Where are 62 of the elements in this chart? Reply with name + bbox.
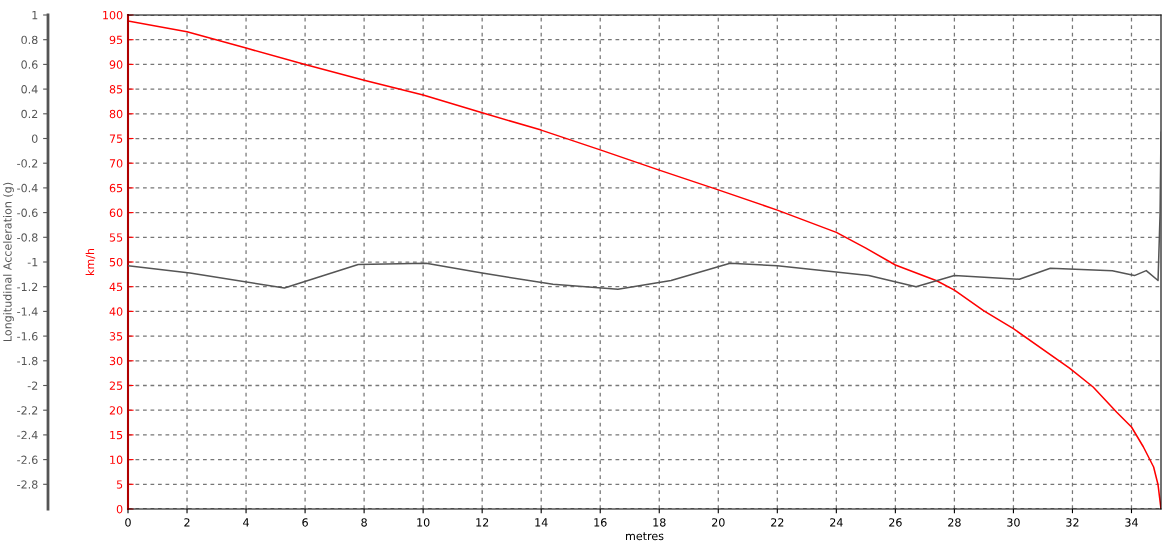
y2-tick-label: -0.4: [17, 183, 38, 193]
y-tick-label: 35: [109, 332, 123, 341]
x-tick-label: 8: [361, 518, 367, 527]
y2-tick-label: -2.4: [17, 430, 38, 440]
y2-tick-label: 0.8: [21, 35, 38, 45]
x-tick-label: 0: [125, 518, 131, 527]
y2-tick-label: -1: [27, 258, 38, 267]
y2-tick-label: -0.2: [17, 159, 38, 168]
y2-axis-title: Longitudinal Acceleration (g): [3, 182, 14, 342]
x-tick-label: 2: [184, 518, 190, 527]
y-tick-label: 100: [103, 10, 123, 20]
x-tick-label: 26: [889, 518, 902, 527]
y-tick-label: 25: [109, 381, 123, 390]
y-tick-label: 55: [109, 233, 123, 242]
y-tick-label: 0: [116, 504, 123, 514]
x-tick-label: 18: [653, 518, 666, 527]
y2-tick-label: -0.8: [17, 233, 38, 242]
y-tick-label: 40: [109, 307, 123, 316]
y2-tick-label: 0.2: [21, 109, 38, 119]
y-tick-label: 20: [109, 406, 123, 415]
y2-tick-label: -0.6: [17, 208, 38, 217]
y-tick-label: 45: [109, 282, 123, 292]
y-tick-label: 15: [110, 431, 123, 440]
y2-tick-label: 1: [32, 11, 38, 20]
y-tick-label: 95: [109, 35, 123, 45]
y2-tick-label: -2.2: [17, 406, 38, 415]
y-tick-label: 75: [109, 134, 123, 143]
x-tick-label: 14: [535, 518, 548, 527]
x-tick-label: 4: [243, 518, 249, 527]
y2-tick-label: -1.2: [17, 282, 38, 291]
x-tick-label: 10: [417, 518, 430, 527]
y-tick-label: 30: [109, 356, 123, 366]
y-axis-title: km/h: [85, 248, 96, 276]
x-tick-label: 30: [1007, 518, 1020, 527]
y-tick-label: 65: [109, 183, 123, 193]
x-tick-label: 12: [476, 518, 489, 527]
y2-tick-label: 0.6: [21, 60, 38, 69]
y-tick-label: 5: [116, 480, 123, 489]
y2-tick-label: -2.6: [17, 455, 38, 464]
y2-tick-label: 0.4: [21, 85, 38, 94]
x-tick-label: 32: [1066, 518, 1079, 527]
y2-tick-label: 0: [31, 134, 38, 143]
x-tick-label: 28: [948, 518, 961, 527]
x-tick-label: 24: [830, 518, 843, 527]
y-tick-label: 10: [110, 455, 123, 464]
y2-tick-label: -2: [27, 381, 38, 390]
x-tick-label: 34: [1125, 518, 1138, 527]
x-tick-label: 22: [771, 518, 784, 527]
x-tick-label: 20: [712, 518, 725, 527]
x-tick-label: 6: [302, 518, 308, 527]
y-tick-label: 60: [109, 208, 123, 217]
y-tick-label: 70: [109, 159, 123, 168]
y-tick-label: 90: [109, 60, 123, 69]
y-tick-label: 50: [109, 257, 123, 267]
x-axis-title: metres: [626, 532, 664, 541]
x-tick-label: 16: [594, 518, 607, 527]
y-tick-label: 85: [109, 85, 123, 94]
y2-tick-label: -2.8: [17, 480, 38, 489]
y-tick-label: 80: [109, 109, 123, 119]
y2-tick-label: -1.4: [17, 307, 38, 316]
y2-tick-label: -1.8: [17, 356, 38, 366]
y2-tick-label: -1.6: [17, 332, 38, 341]
